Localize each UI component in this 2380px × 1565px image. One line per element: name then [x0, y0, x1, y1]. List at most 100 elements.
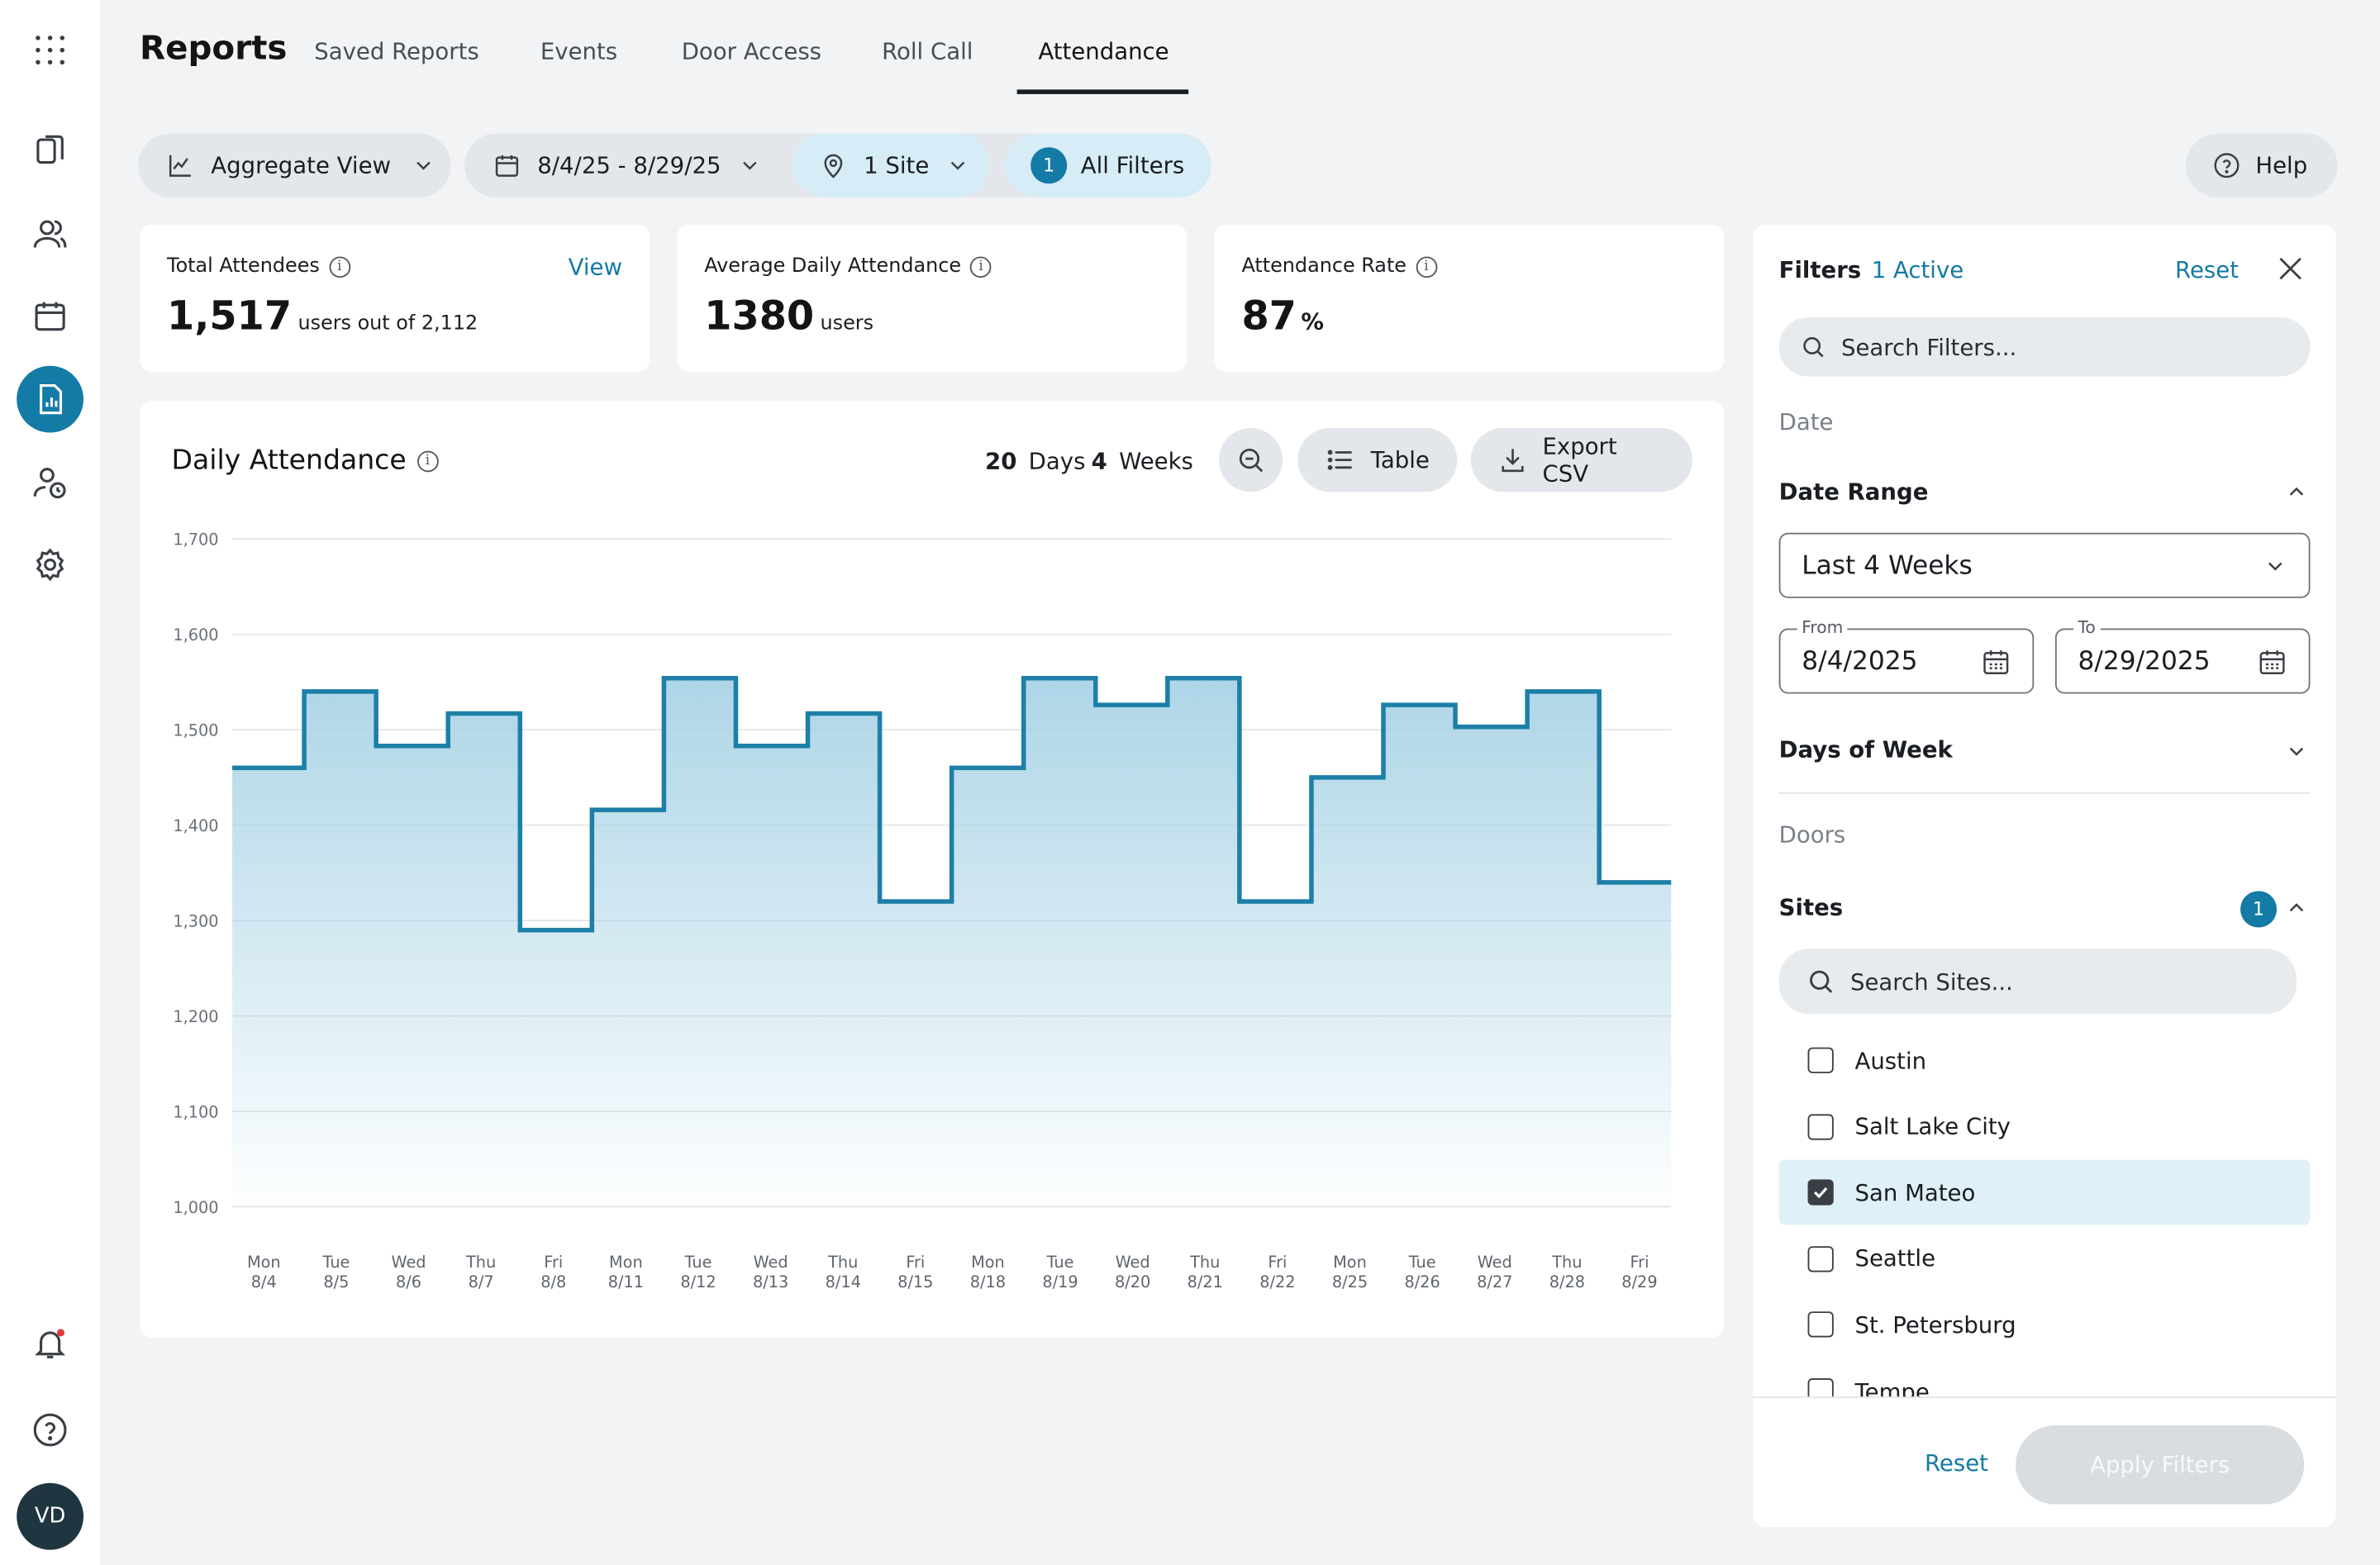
sites-heading[interactable]: Sites	[1778, 894, 1844, 922]
calendar-icon[interactable]	[17, 283, 83, 350]
filters-reset-link[interactable]: Reset	[2175, 256, 2240, 284]
search-icon	[1810, 970, 1833, 993]
users-icon[interactable]	[17, 200, 83, 267]
calendar-icon	[495, 155, 519, 177]
day-bar[interactable]	[808, 713, 880, 1206]
date-range-heading[interactable]: Date Range	[1778, 478, 1929, 506]
from-date-field[interactable]: From 8/4/2025	[1778, 617, 2035, 694]
chevron-down-icon[interactable]	[2284, 740, 2308, 763]
zoom-out-button[interactable]	[1218, 428, 1283, 492]
tab-door-access[interactable]: Door Access	[681, 37, 822, 65]
sites-list: Austin Salt Lake City San Mateo Seattle St. …	[1753, 1026, 2335, 1398]
weeks-range-toggle[interactable]: 4 Weeks	[1092, 448, 1193, 475]
cards-icon[interactable]	[17, 117, 83, 183]
info-icon[interactable]: i	[416, 450, 439, 472]
settings-icon[interactable]	[17, 531, 83, 598]
filters-search-input[interactable]: Search Filters...	[1778, 316, 2311, 377]
x-tick-label: Tue	[1408, 1253, 1436, 1272]
day-bar[interactable]	[1168, 678, 1240, 1207]
day-bar[interactable]	[304, 692, 376, 1207]
day-bar[interactable]	[1240, 901, 1311, 1207]
x-tick-label: Wed	[1478, 1253, 1512, 1272]
app-grid-icon[interactable]	[17, 17, 83, 83]
help-button[interactable]: Help	[2185, 133, 2338, 197]
day-bar[interactable]	[592, 810, 664, 1206]
tab-saved-reports[interactable]: Saved Reports	[314, 37, 479, 65]
to-label: To	[2073, 617, 2101, 638]
y-tick-label: 1,500	[173, 721, 218, 740]
tab-roll-call[interactable]: Roll Call	[882, 37, 973, 65]
doors-section-label[interactable]: Doors	[1778, 821, 1846, 849]
site-option[interactable]: Austin	[1779, 1028, 2311, 1093]
apply-filters-button[interactable]: Apply Filters	[2016, 1425, 2305, 1505]
tab-events[interactable]: Events	[540, 37, 618, 65]
info-icon[interactable]: i	[328, 255, 350, 278]
site-option[interactable]: San Mateo	[1778, 1159, 2311, 1225]
weeks-count: 4	[1091, 447, 1107, 475]
close-icon[interactable]	[2275, 254, 2306, 284]
x-tick-label: Mon	[247, 1253, 281, 1272]
checkbox-icon[interactable]	[1807, 1378, 1834, 1398]
day-bar[interactable]	[1096, 705, 1168, 1206]
calendar-icon[interactable]	[1981, 646, 2011, 677]
sites-search-input[interactable]: Search Sites...	[1778, 949, 2297, 1015]
x-tick-label: 8/12	[680, 1272, 716, 1291]
day-bar[interactable]	[735, 746, 807, 1207]
to-date-field[interactable]: To 8/29/2025	[2054, 617, 2311, 694]
view-attendees-link[interactable]: View	[568, 253, 623, 281]
help-circle-icon[interactable]	[17, 1396, 83, 1463]
days-range-toggle[interactable]: 20 Days	[985, 448, 1085, 475]
chevron-up-icon[interactable]	[2284, 480, 2308, 504]
days-of-week-heading[interactable]: Days of Week	[1778, 735, 1953, 764]
all-filters-button[interactable]: 1 All Filters	[1004, 133, 1211, 197]
site-dropdown[interactable]: 1 Site	[792, 133, 990, 197]
footer-reset-button[interactable]: Reset	[1924, 1449, 1988, 1477]
from-date-value: 8/4/2025	[1802, 645, 1918, 677]
reports-icon[interactable]	[17, 365, 84, 433]
calendar-icon[interactable]	[2257, 646, 2287, 677]
day-bar[interactable]	[1383, 705, 1455, 1206]
day-bar[interactable]	[376, 746, 448, 1207]
x-tick-label: Wed	[1116, 1253, 1150, 1272]
x-tick-label: Wed	[754, 1253, 788, 1272]
day-bar[interactable]	[880, 901, 952, 1207]
x-tick-label: 8/21	[1188, 1272, 1223, 1291]
site-option[interactable]: Tempe	[1779, 1358, 2311, 1398]
table-button[interactable]: Table	[1297, 428, 1458, 492]
day-bar[interactable]	[448, 713, 520, 1206]
checkbox-icon[interactable]	[1807, 1047, 1834, 1073]
date-range-dropdown[interactable]: 8/4/25 - 8/29/25	[464, 134, 789, 197]
day-bar[interactable]	[520, 930, 592, 1207]
day-bar[interactable]	[1024, 678, 1096, 1207]
day-bar[interactable]	[232, 768, 304, 1206]
day-bar[interactable]	[664, 678, 735, 1207]
chevron-up-icon[interactable]	[2284, 896, 2308, 920]
site-option[interactable]: St. Petersburg	[1779, 1292, 2311, 1358]
checkbox-icon[interactable]	[1807, 1113, 1834, 1139]
avatar[interactable]: VD	[17, 1482, 84, 1550]
info-icon[interactable]: i	[970, 255, 992, 278]
day-bar[interactable]	[1527, 692, 1599, 1207]
day-bar[interactable]	[1599, 882, 1671, 1207]
x-tick-label: 8/26	[1404, 1272, 1440, 1291]
site-option[interactable]: Salt Lake City	[1779, 1094, 2311, 1159]
x-tick-label: Mon	[1333, 1253, 1367, 1272]
export-csv-button[interactable]: Export CSV	[1470, 428, 1692, 492]
day-bar[interactable]	[1455, 727, 1527, 1207]
checkbox-icon[interactable]	[1807, 1245, 1834, 1272]
info-icon[interactable]: i	[1416, 255, 1437, 278]
date-range-select[interactable]: Last 4 Weeks	[1778, 532, 2311, 598]
day-bar[interactable]	[1311, 778, 1383, 1207]
aggregate-view-dropdown[interactable]: Aggregate View	[138, 133, 451, 197]
x-tick-label: 8/11	[608, 1272, 644, 1291]
checkbox-icon[interactable]	[1807, 1311, 1834, 1339]
average-daily-sub: users	[820, 312, 874, 335]
left-rail: VD	[0, 0, 101, 1565]
notification-bell-icon[interactable]	[17, 1310, 83, 1377]
x-tick-label: Tue	[684, 1253, 712, 1272]
site-option[interactable]: Seattle	[1779, 1226, 2311, 1291]
checkbox-checked-icon[interactable]	[1807, 1179, 1834, 1206]
tab-attendance[interactable]: Attendance	[1038, 37, 1169, 65]
day-bar[interactable]	[952, 768, 1024, 1206]
user-clock-icon[interactable]	[17, 450, 83, 516]
